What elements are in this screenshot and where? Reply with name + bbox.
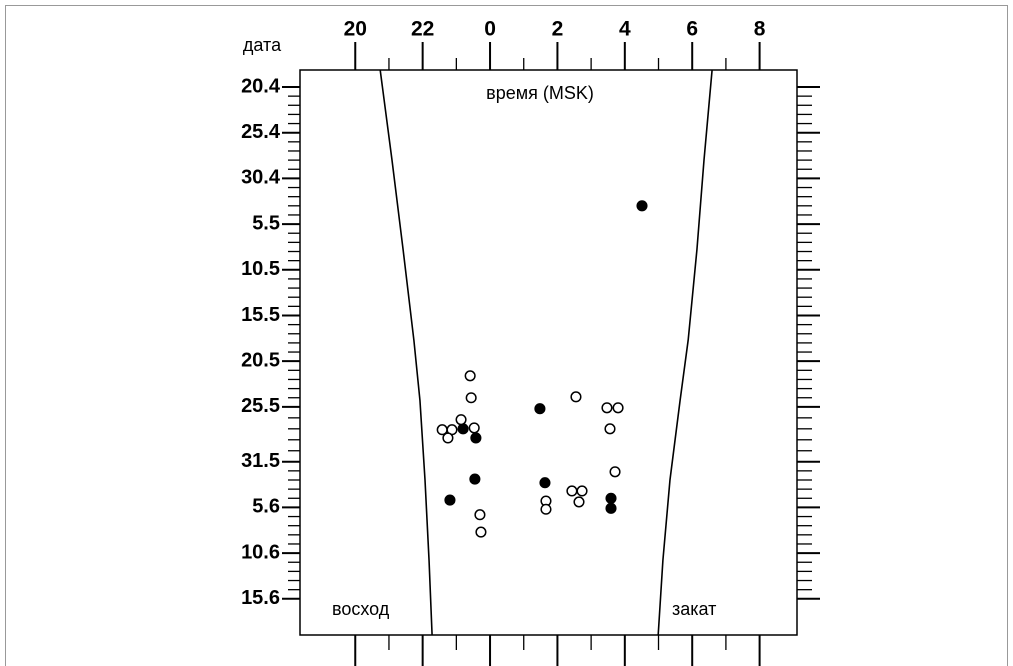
point [570, 391, 582, 403]
point [455, 414, 467, 426]
y-tick-label: 15.6 [241, 587, 280, 609]
point [470, 432, 482, 444]
point [605, 492, 617, 504]
y-tick-label: 5.6 [252, 496, 280, 518]
x-tick-label: 20 [344, 18, 367, 41]
x-axis-title: время (MSK) [486, 83, 594, 103]
annotation-left: восход [332, 599, 390, 619]
point [469, 473, 481, 485]
point [601, 402, 613, 414]
y-tick-label: 25.4 [241, 121, 281, 143]
y-tick-label: 10.6 [241, 541, 280, 563]
point [605, 502, 617, 514]
y-tick-label: 10.5 [241, 258, 280, 280]
boundary-curve [379, 69, 433, 636]
x-tick-label: 6 [686, 18, 698, 41]
point [604, 423, 616, 435]
y-tick-label: 5.5 [252, 212, 280, 234]
point [612, 402, 624, 414]
point [474, 509, 486, 521]
x-tick-label: 0 [484, 18, 496, 41]
point [566, 485, 578, 497]
point [475, 526, 487, 538]
point [468, 422, 480, 434]
point [573, 496, 585, 508]
point [464, 370, 476, 382]
point [609, 466, 621, 478]
y-tick-label: 20.4 [241, 75, 281, 97]
point [576, 485, 588, 497]
x-tick-label: 8 [754, 18, 766, 41]
y-axis-title: дата [243, 35, 282, 55]
y-tick-label: 20.5 [241, 349, 280, 371]
point [442, 432, 454, 444]
point [465, 392, 477, 404]
y-tick-label: 30.4 [241, 167, 281, 189]
x-tick-label: 2 [552, 18, 564, 41]
x-tick-label: 4 [619, 18, 631, 41]
point [540, 503, 552, 515]
point [457, 423, 469, 435]
x-tick-label: 22 [411, 18, 434, 41]
y-tick-label: 25.5 [241, 395, 280, 417]
y-tick-label: 15.5 [241, 304, 280, 326]
annotation-right: закат [672, 599, 716, 619]
y-tick-label: 31.5 [241, 450, 280, 472]
point [539, 477, 551, 489]
frame-border [5, 5, 1008, 666]
point [636, 200, 648, 212]
point [534, 403, 546, 415]
boundary-curve [657, 69, 713, 636]
point [444, 494, 456, 506]
